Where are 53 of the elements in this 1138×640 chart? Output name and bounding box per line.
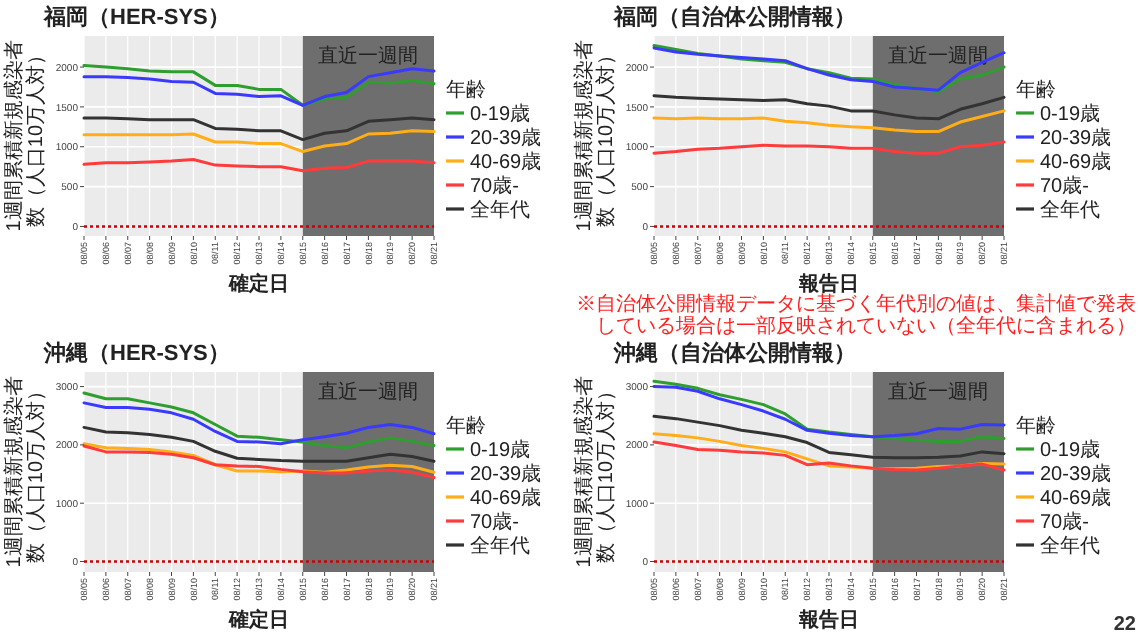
x-axis-title: 報告日 <box>797 272 859 296</box>
line-series <box>82 444 436 480</box>
chart-title: 福岡（HER-SYS） <box>42 4 230 30</box>
legend-label: 全年代 <box>1040 198 1100 222</box>
chart-title: 福岡（自治体公開情報） <box>612 4 856 30</box>
legend-label: 0-19歳 <box>470 438 531 462</box>
line-series <box>82 129 436 154</box>
legend-label: 40-69歳 <box>470 150 542 174</box>
legend-label: 70歳- <box>1040 174 1089 198</box>
chart-title: 沖縄（HER-SYS） <box>42 340 230 366</box>
line-series <box>652 440 1006 472</box>
legend-title: 年齢 <box>446 414 486 438</box>
legend-label: 70歳- <box>1040 510 1089 534</box>
band-label: 直近一週間 <box>318 44 419 68</box>
band-label: 直近一週間 <box>318 380 419 404</box>
line-series <box>652 94 1006 121</box>
legend-label: 70歳- <box>470 174 519 198</box>
legend-label: 40-69歳 <box>1040 150 1112 174</box>
legend-label: 全年代 <box>470 198 530 222</box>
y-axis-title: 1週間累積新規感染者数（人口10万人対） <box>572 40 618 232</box>
legend-title: 年齢 <box>446 78 486 102</box>
text: ※自治体公開情報データに基づく年代別の値は、集計値で発表している場合は一部反映されていない（全年代に含まれる） <box>576 292 1136 338</box>
legend-title: 年齢 <box>1016 414 1056 438</box>
legend-title: 年齢 <box>1016 78 1056 102</box>
legend-label: 0-19歳 <box>470 102 531 126</box>
legend-label: 40-69歳 <box>1040 486 1112 510</box>
line-series <box>82 116 436 142</box>
x-axis-title: 報告日 <box>797 608 859 632</box>
x-axis-title: 確定日 <box>227 608 289 632</box>
legend-label: 40-69歳 <box>470 486 542 510</box>
line-series <box>652 109 1006 134</box>
legend-label: 20-39歳 <box>1040 462 1112 486</box>
line-series <box>652 432 1006 471</box>
legend-label: 0-19歳 <box>1040 438 1101 462</box>
line-series <box>652 414 1006 460</box>
text: 22 <box>1113 614 1137 636</box>
legend-label: 20-39歳 <box>470 126 542 150</box>
line-series <box>82 425 436 463</box>
y-axis-title: 1週間累積新規感染者数（人口10万人対） <box>2 40 48 232</box>
legend-label: 70歳- <box>470 510 519 534</box>
legend-label: 全年代 <box>1040 534 1100 558</box>
legend-label: 0-19歳 <box>1040 102 1101 126</box>
band-label: 直近一週間 <box>888 380 989 404</box>
y-axis-title: 1週間累積新規感染者数（人口10万人対） <box>572 376 618 568</box>
x-axis-title: 確定日 <box>227 272 289 296</box>
legend-label: 20-39歳 <box>470 462 542 486</box>
band-label: 直近一週間 <box>888 44 989 68</box>
line-series <box>82 401 436 446</box>
y-axis-title: 1週間累積新規感染者数（人口10万人対） <box>2 376 48 568</box>
legend-label: 20-39歳 <box>1040 126 1112 150</box>
line-series <box>82 442 436 474</box>
chart-title: 沖縄（自治体公開情報） <box>612 340 856 366</box>
legend-label: 全年代 <box>470 534 530 558</box>
